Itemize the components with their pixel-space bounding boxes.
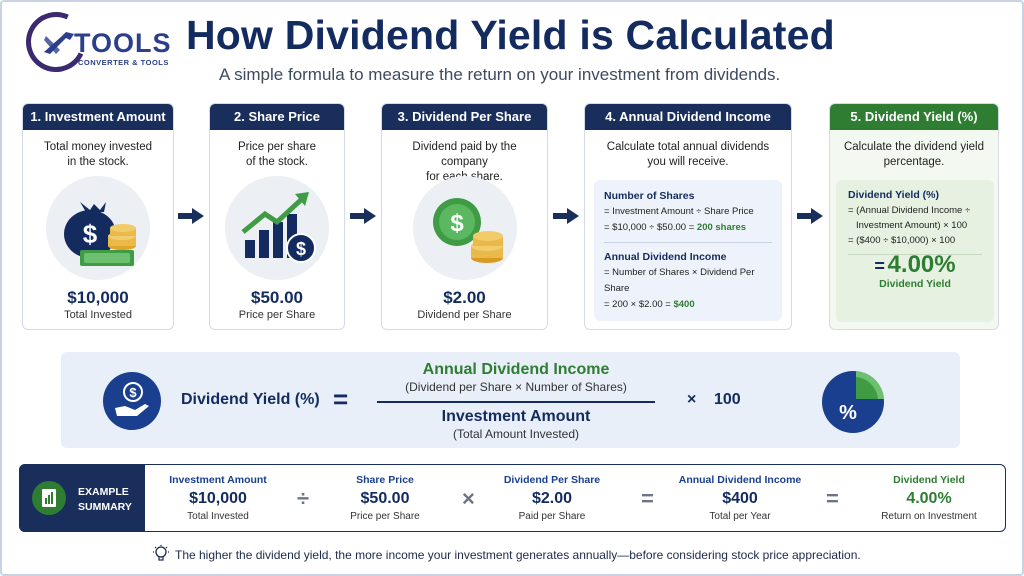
step-value-label: Total Invested (64, 309, 132, 321)
step-value-label: Price per Share (238, 309, 316, 321)
summary-equals-operator: = (826, 486, 839, 511)
icon-circle: $ (46, 176, 150, 280)
growth-chart-icon: $ (241, 192, 316, 263)
wrench-icon (44, 32, 74, 54)
step-desc: Calculate the dividend yield percentage. (843, 141, 984, 168)
formula-numerator: Annual Dividend Income (422, 361, 610, 378)
formula-denominator: Investment Amount (441, 408, 591, 425)
formula-numerator-sub: (Dividend per Share × Number of Shares) (405, 380, 627, 394)
summary-item-share-price: Share Price $50.00 Price per Share (350, 474, 420, 522)
icon-circle: $ (225, 176, 329, 280)
step-card-share-price: 2. Share Price Price per share of the sto… (209, 103, 345, 330)
income-formula: = Number of Shares × Dividend Per Share (604, 267, 755, 294)
formula-equals: = (333, 384, 349, 414)
annual-income-calculation: Number of Shares = Investment Amount ÷ S… (594, 180, 782, 321)
divider (604, 242, 772, 243)
icon-circle: $ (412, 176, 517, 280)
svg-text:$: $ (83, 219, 98, 249)
svg-text:$: $ (296, 239, 306, 259)
step-header: 5. Dividend Yield (%) (830, 104, 998, 130)
svg-text:$: $ (450, 210, 464, 237)
money-bag-icon: $ (64, 202, 136, 266)
hand-coin-icon: $ (103, 372, 161, 430)
shares-formula: = Investment Amount ÷ Share Price (604, 206, 754, 217)
step-value: $10,000 (67, 288, 129, 307)
summary-label: EXAMPLE SUMMARY (78, 486, 132, 513)
arrow-right-icon (178, 208, 204, 224)
page-title: How Dividend Yield is Calculated (186, 12, 835, 58)
coins-icon: $ (432, 198, 503, 263)
yield-computation: = ($400 ÷ $10,000) × 100 (848, 235, 956, 246)
summary-item-yield: Dividend Yield 4.00% Return on Investmen… (881, 474, 977, 522)
logo: TOOLS CONVERTER & TOOLS (17, 3, 172, 82)
logo-brand: TOOLS (74, 28, 172, 58)
summary-divide-operator: ÷ (297, 486, 310, 511)
yield-formula-line: Investment Amount) × 100 (856, 220, 968, 231)
arrow-right-icon (797, 208, 823, 224)
footer-note: The higher the dividend yield, the more … (175, 548, 861, 562)
step-value: $50.00 (251, 288, 303, 307)
logo-tagline: CONVERTER & TOOLS (78, 58, 169, 67)
page-subtitle: A simple formula to measure the return o… (219, 65, 781, 84)
dividend-yield-calculation: Dividend Yield (%) = (Annual Dividend In… (836, 180, 994, 322)
step-header: 4. Annual Dividend Income (585, 104, 791, 130)
arrow-right-icon (350, 208, 376, 224)
percent-pie-icon: % (822, 371, 884, 433)
lightbulb-icon (153, 545, 169, 561)
income-computation: = 200 × $2.00 = $400 (604, 299, 695, 310)
step-value-label: Dividend per Share (417, 309, 512, 321)
shares-computation: = $10,000 ÷ $50.00 = 200 shares (604, 222, 747, 233)
summary-item-annual-income: Annual Dividend Income $400 Total per Ye… (678, 474, 802, 522)
formula-panel (61, 352, 960, 448)
step-card-investment: 1. Investment Amount Total money investe… (22, 103, 174, 330)
income-title: Annual Dividend Income (604, 251, 727, 263)
formula-lhs: Dividend Yield (%) (181, 391, 320, 408)
step-header: 1. Investment Amount (23, 104, 173, 130)
svg-text:%: % (839, 402, 857, 424)
shares-title: Number of Shares (604, 190, 695, 202)
summary-multiply-operator: × (462, 486, 475, 511)
formula-times: × (687, 391, 697, 408)
formula-denominator-sub: (Total Amount Invested) (452, 427, 580, 441)
summary-equals-operator: = (641, 486, 654, 511)
yield-title: Dividend Yield (%) (848, 189, 940, 201)
svg-text:$: $ (129, 385, 137, 400)
step-desc: Calculate total annual dividends you will… (606, 141, 770, 168)
yield-result: = 4.00% (874, 251, 956, 278)
step-card-dividend-per-share: 3. Dividend Per Share Dividend paid by t… (381, 103, 548, 330)
step-header: 3. Dividend Per Share (382, 104, 547, 130)
summary-item-dividend: Dividend Per Share $2.00 Paid per Share (503, 474, 601, 522)
step-desc: Price per share of the stock. (238, 141, 316, 168)
step-desc: Total money invested in the stock. (43, 141, 153, 168)
yield-formula-line: = (Annual Dividend Income ÷ (848, 205, 971, 216)
spreadsheet-icon (32, 481, 66, 515)
formula-multiplier: 100 (714, 391, 741, 408)
divider (848, 254, 982, 255)
example-summary (19, 464, 1006, 532)
step-header: 2. Share Price (210, 104, 344, 130)
yield-result-label: Dividend Yield (879, 278, 951, 290)
arrow-right-icon (553, 208, 579, 224)
summary-item-investment: Investment Amount $10,000 Total Invested (169, 474, 267, 522)
step-value: $2.00 (443, 288, 486, 307)
fraction-bar (377, 401, 655, 403)
